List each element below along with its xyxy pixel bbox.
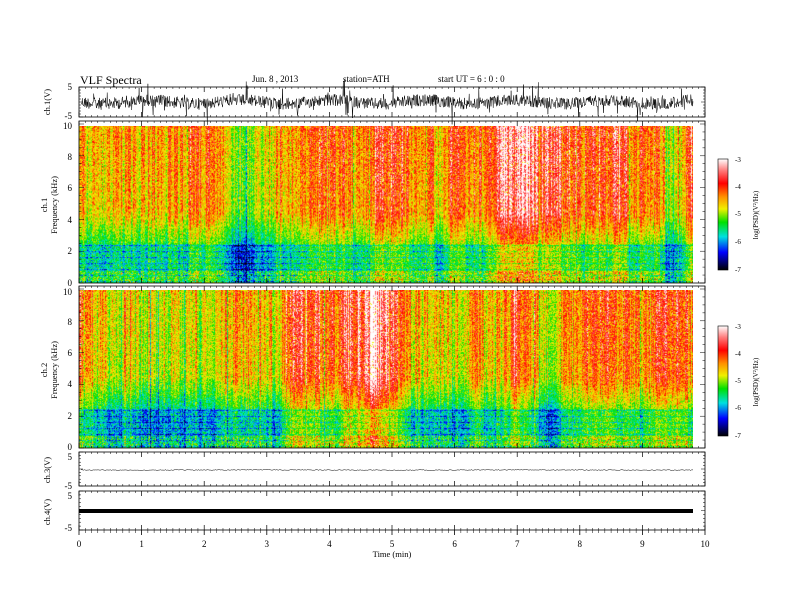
ch2-spec-ytick-4: 4 <box>68 379 73 389</box>
ch2-spectrogram-panel: 0 2 4 6 8 10 ch.2 Frequency (kHz) <box>39 285 706 452</box>
ch1-colorbar-bar <box>717 158 729 271</box>
ch1-cb-tick--3: -3 <box>735 156 741 164</box>
ch2-colorbar-label: log(PSD)(V²/Hz) <box>752 357 760 406</box>
x-tick-label: 0 <box>77 539 82 549</box>
x-tick-label: 5 <box>390 539 395 549</box>
ch1-spectrogram-image <box>79 126 693 283</box>
ch2-spec-ytick-6: 6 <box>68 348 73 358</box>
x-tick-label: 7 <box>515 539 520 549</box>
ch2-spec-ytick-2: 2 <box>68 411 73 421</box>
time-axis-label: Time (min) <box>373 549 412 559</box>
ch1-spec-ytick-0: 0 <box>68 278 73 288</box>
ch3-ylabel: ch.3(V) <box>42 457 52 483</box>
ch2-colorbar-bar <box>717 325 729 437</box>
ch3-ytick-top: 5 <box>68 452 73 462</box>
ch2-spec-ylabel-frequency: Frequency (kHz) <box>49 341 59 399</box>
ch2-spectrogram-image <box>79 290 693 448</box>
x-tick-label: 4 <box>327 539 332 549</box>
x-tick-label: 8 <box>578 539 583 549</box>
ch2-cb-tick--3: -3 <box>735 323 741 331</box>
ch2-cb-tick--4: -4 <box>735 350 741 358</box>
start-time-label: start UT = 6 : 0 : 0 <box>438 74 505 84</box>
ch1-colorbar-label: log(PSD)(V²/Hz) <box>752 190 760 239</box>
ch3-panel-frame <box>78 451 706 487</box>
ch4-ytick-top: 5 <box>68 491 73 501</box>
ch1-ytick-bottom: -5 <box>65 111 73 121</box>
ch2-spec-ytick-8: 8 <box>68 317 73 327</box>
x-tick-label: 2 <box>202 539 207 549</box>
station-label: station=ATH <box>343 74 390 84</box>
ch4-ytick-bottom: -5 <box>65 523 73 533</box>
ch2-spec-ylabel-channel: ch.2 <box>39 363 49 377</box>
ch1-cb-tick--7: -7 <box>735 266 741 274</box>
time-axis: 0 1 2 3 4 5 6 7 8 9 10 <box>77 87 710 549</box>
ch1-spec-ytick-8: 8 <box>68 152 73 162</box>
ch4-waveform-band <box>79 509 693 513</box>
ch2-colorbar: -3 -4 -5 -6 -7 log(PSD)(V²/Hz) <box>717 323 760 440</box>
ch1-spectrogram-panel: 0 2 4 6 8 10 ch.1 Frequency (kHz) <box>39 120 706 288</box>
ch1-cb-tick--4: -4 <box>735 183 741 191</box>
ch1-waveform-line <box>80 80 694 125</box>
x-tick-label: 10 <box>701 539 711 549</box>
x-tick-label: 3 <box>265 539 270 549</box>
ch1-spec-ytick-10: 10 <box>63 121 73 131</box>
ch3-ytick-bottom: -5 <box>65 481 73 491</box>
ch4-ylabel: ch.4(V) <box>42 499 52 525</box>
ch1-spec-ylabel-frequency: Frequency (kHz) <box>49 176 59 234</box>
ch2-cb-tick--5: -5 <box>735 377 741 385</box>
ch1-spec-ytick-2: 2 <box>68 246 73 256</box>
ch3-waveform-line <box>81 469 694 471</box>
ch1-spec-ytick-6: 6 <box>68 183 73 193</box>
ch1-cb-tick--5: -5 <box>735 210 741 218</box>
ch2-cb-tick--7: -7 <box>735 432 741 440</box>
x-tick-label: 1 <box>139 539 144 549</box>
x-tick-label: 6 <box>452 539 457 549</box>
ch1-cb-tick--6: -6 <box>735 238 741 246</box>
ch1-ytick-top: 5 <box>68 82 73 92</box>
x-tick-label: 9 <box>640 539 645 549</box>
ch1-waveform-panel: 5 -5 ch.1(V) <box>42 80 706 125</box>
ch1-colorbar: -3 -4 -5 -6 -7 log(PSD)(V²/Hz) <box>717 156 760 274</box>
ch1-spec-ytick-4: 4 <box>68 215 73 225</box>
ch2-cb-tick--6: -6 <box>735 404 741 412</box>
ch1-ylabel: ch.1(V) <box>42 89 52 115</box>
date-label: Jun. 8 , 2013 <box>252 74 299 84</box>
ch2-spec-ytick-10: 10 <box>63 287 73 297</box>
right-edge-ticks <box>79 86 705 531</box>
figure-title: VLF Spectra <box>80 73 142 87</box>
ch2-spec-ytick-0: 0 <box>68 442 73 452</box>
ch1-spec-ylabel-channel: ch.1 <box>39 198 49 212</box>
